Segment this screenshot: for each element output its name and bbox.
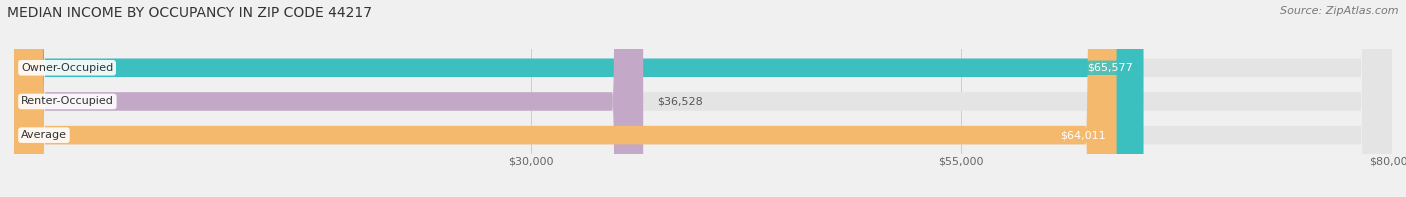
FancyBboxPatch shape (14, 0, 1392, 197)
FancyBboxPatch shape (14, 0, 1143, 197)
Text: Average: Average (21, 130, 67, 140)
Text: $64,011: $64,011 (1060, 130, 1107, 140)
Text: Owner-Occupied: Owner-Occupied (21, 63, 114, 73)
FancyBboxPatch shape (14, 0, 1392, 197)
Text: $65,577: $65,577 (1087, 63, 1133, 73)
FancyBboxPatch shape (14, 0, 1392, 197)
Text: Renter-Occupied: Renter-Occupied (21, 97, 114, 106)
Text: $36,528: $36,528 (657, 97, 703, 106)
Text: Source: ZipAtlas.com: Source: ZipAtlas.com (1281, 6, 1399, 16)
FancyBboxPatch shape (14, 0, 1116, 197)
FancyBboxPatch shape (14, 0, 643, 197)
Text: MEDIAN INCOME BY OCCUPANCY IN ZIP CODE 44217: MEDIAN INCOME BY OCCUPANCY IN ZIP CODE 4… (7, 6, 373, 20)
